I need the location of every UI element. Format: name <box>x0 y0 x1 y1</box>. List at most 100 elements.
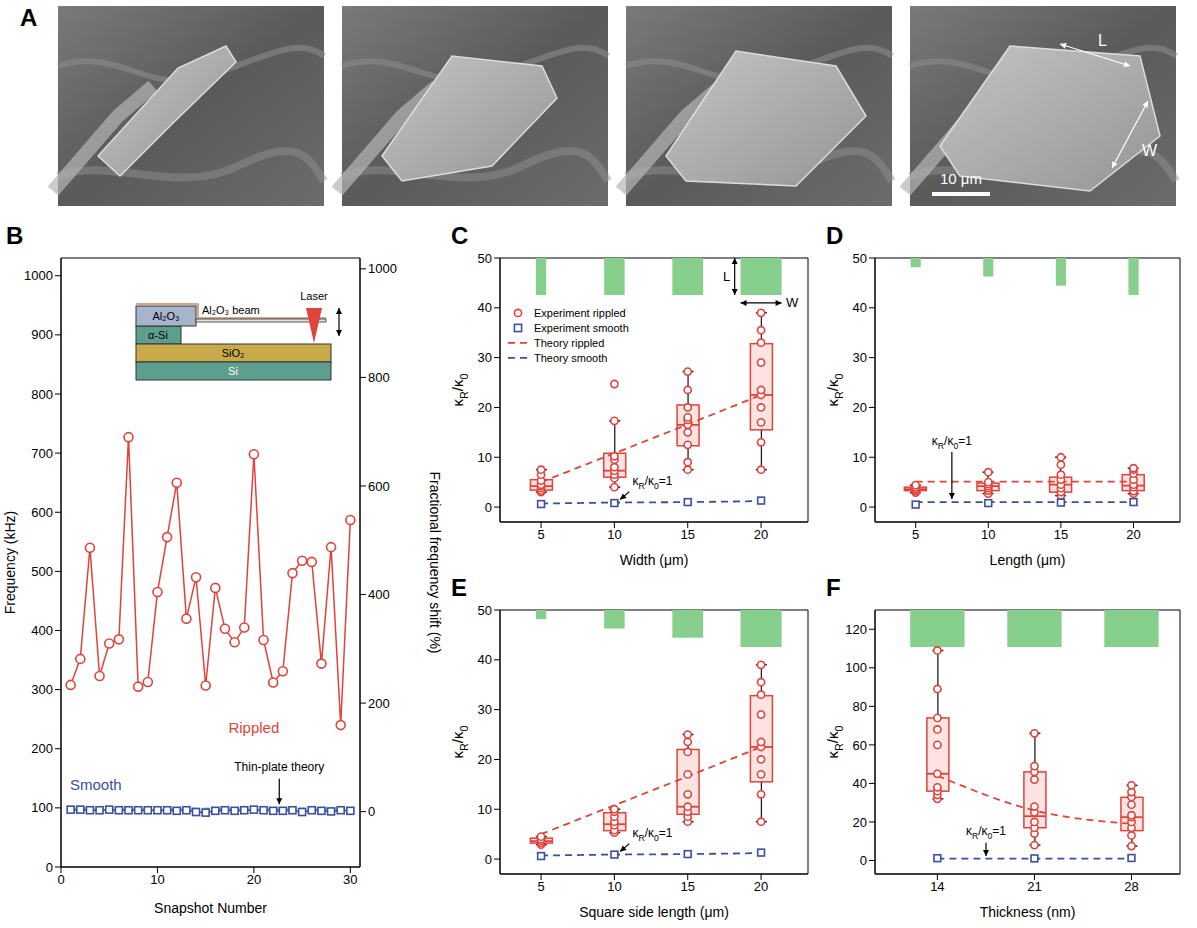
svg-text:Fractional frequency shift (%): Fractional frequency shift (%) <box>427 471 443 653</box>
svg-text:20: 20 <box>478 400 492 415</box>
svg-text:30: 30 <box>343 872 357 887</box>
svg-text:0: 0 <box>485 852 492 867</box>
svg-text:120: 120 <box>845 622 867 637</box>
svg-text:Square side length (μm): Square side length (μm) <box>579 904 729 920</box>
svg-text:80: 80 <box>853 699 867 714</box>
svg-text:10: 10 <box>607 527 621 542</box>
svg-text:Rippled: Rippled <box>228 719 279 736</box>
svg-text:E: E <box>451 574 467 601</box>
svg-text:Thin-plate theory: Thin-plate theory <box>234 760 324 774</box>
svg-text:C: C <box>451 222 468 249</box>
svg-text:500: 500 <box>31 564 53 579</box>
svg-text:15: 15 <box>1054 527 1068 542</box>
svg-text:Smooth: Smooth <box>70 776 122 793</box>
svg-text:Thickness (nm): Thickness (nm) <box>980 904 1076 920</box>
svg-text:700: 700 <box>31 446 53 461</box>
svg-text:10: 10 <box>150 872 164 887</box>
svg-text:300: 300 <box>31 682 53 697</box>
svg-text:Experiment smooth: Experiment smooth <box>534 322 629 334</box>
svg-text:21: 21 <box>1027 879 1041 894</box>
svg-text:50: 50 <box>478 251 492 266</box>
svg-text:Snapshot Number: Snapshot Number <box>154 900 267 916</box>
svg-text:Theory smooth: Theory smooth <box>534 352 607 364</box>
svg-text:800: 800 <box>31 387 53 402</box>
svg-text:200: 200 <box>368 696 390 711</box>
svg-text:Laser: Laser <box>300 290 328 302</box>
svg-text:0: 0 <box>368 804 375 819</box>
svg-text:40: 40 <box>853 776 867 791</box>
svg-text:20: 20 <box>1126 527 1140 542</box>
svg-text:50: 50 <box>853 251 867 266</box>
svg-text:15: 15 <box>680 527 694 542</box>
svg-text:κR/κ0: κR/κ0 <box>824 726 845 759</box>
svg-text:L: L <box>723 269 730 284</box>
svg-text:W: W <box>1142 142 1158 159</box>
svg-text:50: 50 <box>478 603 492 618</box>
svg-text:600: 600 <box>31 505 53 520</box>
svg-text:κR/κ0: κR/κ0 <box>449 726 470 759</box>
svg-text:30: 30 <box>478 350 492 365</box>
svg-text:Al₂O₃ beam: Al₂O₃ beam <box>202 304 260 316</box>
svg-text:κR/κ0=1: κR/κ0=1 <box>632 826 672 843</box>
svg-text:W: W <box>786 295 799 310</box>
svg-text:30: 30 <box>853 350 867 365</box>
svg-text:5: 5 <box>537 879 544 894</box>
svg-text:40: 40 <box>478 300 492 315</box>
svg-text:20: 20 <box>478 752 492 767</box>
svg-text:Si: Si <box>228 365 238 377</box>
svg-text:14: 14 <box>930 879 944 894</box>
svg-text:κR/κ0: κR/κ0 <box>824 374 845 407</box>
svg-text:28: 28 <box>1124 879 1138 894</box>
svg-text:400: 400 <box>368 587 390 602</box>
svg-text:100: 100 <box>845 660 867 675</box>
svg-text:800: 800 <box>368 370 390 385</box>
svg-text:40: 40 <box>478 652 492 667</box>
svg-text:10: 10 <box>478 450 492 465</box>
svg-text:A: A <box>20 4 37 31</box>
svg-text:20: 20 <box>853 400 867 415</box>
svg-text:200: 200 <box>31 741 53 756</box>
svg-text:Theory rippled: Theory rippled <box>534 337 604 349</box>
svg-text:0: 0 <box>485 500 492 515</box>
svg-text:α-Si: α-Si <box>148 329 168 341</box>
svg-text:60: 60 <box>853 738 867 753</box>
svg-text:15: 15 <box>680 879 694 894</box>
svg-text:0: 0 <box>860 853 867 868</box>
svg-text:100: 100 <box>31 800 53 815</box>
svg-text:Experiment rippled: Experiment rippled <box>534 307 626 319</box>
svg-text:0: 0 <box>57 872 64 887</box>
svg-text:5: 5 <box>537 527 544 542</box>
svg-text:Length (μm): Length (μm) <box>990 552 1066 568</box>
svg-text:30: 30 <box>478 702 492 717</box>
svg-text:D: D <box>826 222 843 249</box>
svg-text:0: 0 <box>860 500 867 515</box>
svg-text:F: F <box>826 574 841 601</box>
svg-text:40: 40 <box>853 300 867 315</box>
svg-text:Al₂O₃: Al₂O₃ <box>152 310 179 322</box>
svg-text:20: 20 <box>754 527 768 542</box>
svg-text:20: 20 <box>247 872 261 887</box>
svg-text:L: L <box>1098 32 1107 49</box>
svg-text:900: 900 <box>31 327 53 342</box>
svg-text:κR/κ0=1: κR/κ0=1 <box>966 824 1006 841</box>
svg-text:5: 5 <box>912 527 919 542</box>
svg-text:20: 20 <box>853 815 867 830</box>
svg-text:Frequency (kHz): Frequency (kHz) <box>2 511 18 614</box>
svg-text:600: 600 <box>368 479 390 494</box>
svg-text:B: B <box>6 222 23 249</box>
svg-text:10: 10 <box>853 450 867 465</box>
svg-text:SiO₂: SiO₂ <box>222 347 245 359</box>
svg-text:κR/κ0: κR/κ0 <box>449 374 470 407</box>
svg-text:1000: 1000 <box>368 261 397 276</box>
svg-text:κR/κ0=1: κR/κ0=1 <box>932 434 972 451</box>
svg-text:Width (μm): Width (μm) <box>620 552 689 568</box>
svg-text:400: 400 <box>31 623 53 638</box>
svg-text:10 μm: 10 μm <box>940 170 982 187</box>
svg-text:20: 20 <box>754 879 768 894</box>
svg-text:1000: 1000 <box>24 268 53 283</box>
svg-text:10: 10 <box>981 527 995 542</box>
svg-text:κR/κ0=1: κR/κ0=1 <box>632 474 672 491</box>
svg-text:0: 0 <box>46 860 53 875</box>
svg-text:10: 10 <box>478 802 492 817</box>
svg-text:10: 10 <box>607 879 621 894</box>
